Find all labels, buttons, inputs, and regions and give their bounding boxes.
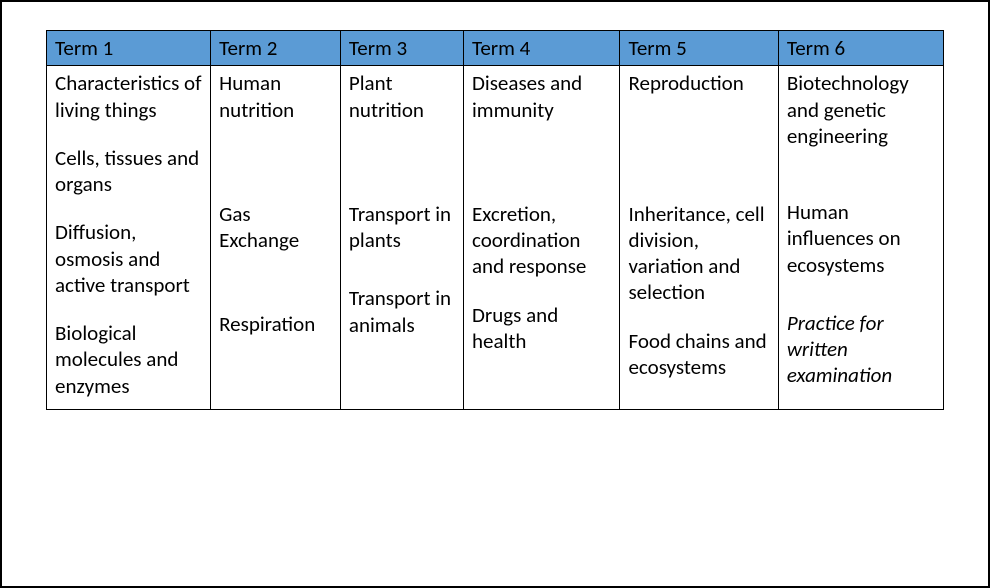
- curriculum-table: Term 1 Term 2 Term 3 Term 4 Term 5 Term …: [46, 30, 944, 410]
- topic-text: Gas Exchange: [219, 201, 334, 254]
- cell-term3: Plant nutrition Transport in plants Tran…: [340, 66, 463, 410]
- col-header-term3: Term 3: [340, 31, 463, 66]
- page-frame: Term 1 Term 2 Term 3 Term 4 Term 5 Term …: [0, 0, 990, 588]
- col-header-term5: Term 5: [620, 31, 778, 66]
- table-body-row: Characteristics of living things Cells, …: [47, 66, 944, 410]
- col-header-term2: Term 2: [211, 31, 341, 66]
- topic-text: Drugs and health: [472, 302, 613, 355]
- table-header-row: Term 1 Term 2 Term 3 Term 4 Term 5 Term …: [47, 31, 944, 66]
- topic-text: Respiration: [219, 311, 334, 337]
- cell-term1: Characteristics of living things Cells, …: [47, 66, 211, 410]
- topic-text: Food chains and ecosystems: [628, 328, 771, 381]
- topic-text: Cells, tissues and organs: [55, 145, 204, 198]
- cell-term2: Human nutrition Gas Exchange Respiration: [211, 66, 341, 410]
- topic-text: Human influences on ecosystems: [787, 199, 937, 278]
- topic-text: Excretion, coordination and response: [472, 201, 613, 280]
- topic-text: Transport in plants: [349, 201, 457, 254]
- topic-text: Characteristics of living things: [55, 70, 204, 123]
- topic-text: Diseases and immunity: [472, 70, 613, 123]
- col-header-term1: Term 1: [47, 31, 211, 66]
- cell-term5: Reproduction Inheritance, cell division,…: [620, 66, 778, 410]
- topic-text-italic: Practice for written examination: [787, 310, 937, 389]
- topic-text: Inheritance, cell division, variation an…: [628, 201, 771, 306]
- topic-text: Plant nutrition: [349, 70, 457, 123]
- topic-text: Reproduction: [628, 70, 771, 96]
- topic-text: Biotechnology and genetic engineering: [787, 70, 937, 149]
- topic-text: Biological molecules and enzymes: [55, 320, 204, 399]
- cell-term6: Biotechnology and genetic engineering Hu…: [778, 66, 943, 410]
- topic-text: Human nutrition: [219, 70, 334, 123]
- cell-term4: Diseases and immunity Excretion, coordin…: [463, 66, 619, 410]
- topic-text: Transport in animals: [349, 285, 457, 338]
- col-header-term4: Term 4: [463, 31, 619, 66]
- col-header-term6: Term 6: [778, 31, 943, 66]
- topic-text: Diffusion, osmosis and active transport: [55, 219, 204, 298]
